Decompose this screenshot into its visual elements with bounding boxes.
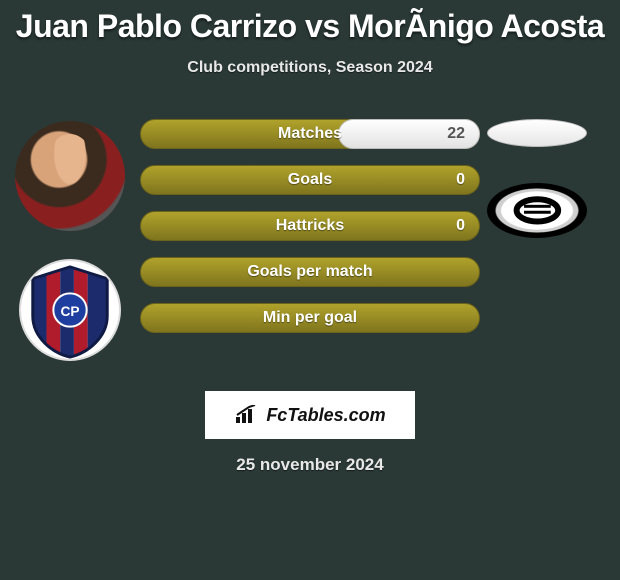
bar-matches: Matches 22 xyxy=(140,119,480,149)
left-column: CP xyxy=(6,119,134,361)
chart-icon xyxy=(234,405,260,425)
branding-box: FcTables.com xyxy=(205,391,415,439)
bar-value: 22 xyxy=(447,125,465,143)
bar-label: Goals per match xyxy=(247,263,372,281)
bar-label: Min per goal xyxy=(263,309,357,327)
right-column xyxy=(482,119,592,238)
right-club-badge xyxy=(487,183,587,238)
bar-label: Goals xyxy=(288,171,332,189)
subtitle: Club competitions, Season 2024 xyxy=(0,59,620,77)
svg-text:CP: CP xyxy=(60,304,79,319)
bar-min-per-goal: Min per goal xyxy=(140,303,480,333)
bar-hattricks: Hattricks 0 xyxy=(140,211,480,241)
date-text: 25 november 2024 xyxy=(0,455,620,475)
bar-goals-per-match: Goals per match xyxy=(140,257,480,287)
right-blank-oval xyxy=(487,119,587,147)
branding-text: FcTables.com xyxy=(266,405,385,426)
player-photo xyxy=(15,121,125,231)
bar-value: 0 xyxy=(456,171,465,189)
bar-label: Matches xyxy=(278,125,342,143)
stat-bars: Matches 22 Goals 0 Hattricks 0 Goals per… xyxy=(140,119,480,349)
page-title: Juan Pablo Carrizo vs MorÃnigo Acosta xyxy=(0,0,620,45)
bar-goals: Goals 0 xyxy=(140,165,480,195)
bar-value: 0 xyxy=(456,217,465,235)
bar-label: Hattricks xyxy=(276,217,344,235)
content-area: CP Matches 22 Goals 0 Hattricks 0 Goals … xyxy=(0,119,620,369)
left-club-badge: CP xyxy=(19,259,121,361)
